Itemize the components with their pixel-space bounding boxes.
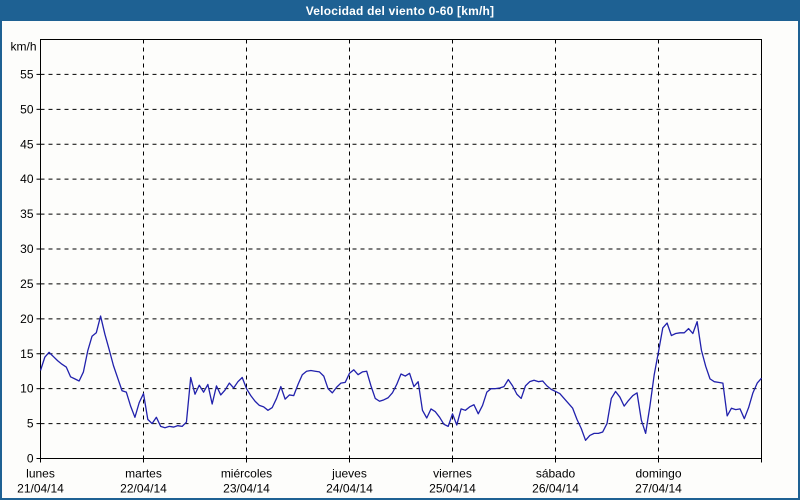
x-day-name-4: viernes xyxy=(433,467,472,481)
y-tick-label-30: 30 xyxy=(20,242,34,256)
x-day-name-2: miércoles xyxy=(221,467,272,481)
chart-window: Velocidad del viento 0-60 [km/h] km/h 0 5 1… xyxy=(0,0,800,500)
x-day-date-5: 26/04/14 xyxy=(532,482,579,496)
wind-speed-line-chart: km/h 0 5 10 15 20 25 30 35 40 45 50 55 lunes21/04/14 m… xyxy=(2,21,798,498)
y-tick-label-25: 25 xyxy=(20,277,34,291)
y-tick-label-5: 5 xyxy=(27,417,34,431)
y-tick-label-20: 20 xyxy=(20,312,34,326)
y-tick-label-55: 55 xyxy=(20,67,34,81)
chart-area: km/h 0 5 10 15 20 25 30 35 40 45 50 55 lunes21/04/14 m… xyxy=(2,21,798,498)
series-line-0 xyxy=(41,316,762,440)
y-tick-label-45: 45 xyxy=(20,137,34,151)
y-axis-unit-label: km/h xyxy=(10,40,36,54)
y-tick-label-40: 40 xyxy=(20,172,34,186)
y-tick-label-15: 15 xyxy=(20,347,34,361)
y-tick-label-50: 50 xyxy=(20,102,34,116)
x-day-date-2: 23/04/14 xyxy=(223,482,270,496)
window-title-bar: Velocidad del viento 0-60 [km/h] xyxy=(2,2,798,21)
y-tick-label-10: 10 xyxy=(20,382,34,396)
x-day-date-0: 21/04/14 xyxy=(17,482,64,496)
x-day-name-1: martes xyxy=(125,467,162,481)
y-tick-label-0: 0 xyxy=(27,452,34,466)
x-day-name-3: jueves xyxy=(331,467,367,481)
x-day-date-6: 27/04/14 xyxy=(635,482,682,496)
x-day-date-1: 22/04/14 xyxy=(120,482,167,496)
x-day-name-5: sábado xyxy=(536,467,576,481)
x-day-name-6: domingo xyxy=(635,467,681,481)
x-day-date-3: 24/04/14 xyxy=(326,482,373,496)
x-day-name-0: lunes xyxy=(26,467,55,481)
y-tick-label-35: 35 xyxy=(20,207,34,221)
x-day-date-4: 25/04/14 xyxy=(429,482,476,496)
window-title: Velocidad del viento 0-60 [km/h] xyxy=(306,4,494,18)
